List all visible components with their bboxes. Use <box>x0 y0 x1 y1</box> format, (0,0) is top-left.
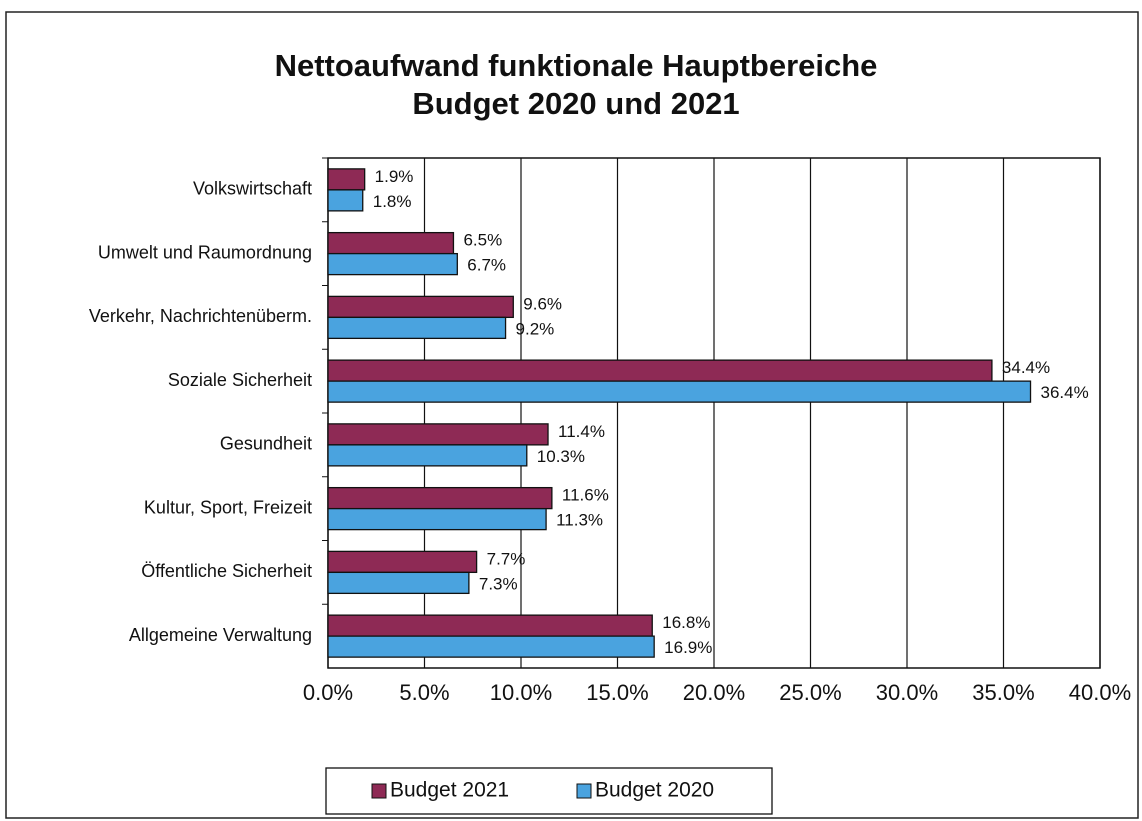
value-label: 16.9% <box>664 638 712 657</box>
chart-title: Budget 2020 und 2021 <box>412 86 739 121</box>
value-label: 9.6% <box>523 294 562 313</box>
legend-swatch <box>576 783 592 799</box>
bar <box>327 550 478 574</box>
x-tick-label: 5.0% <box>399 680 449 705</box>
y-tick-label: Allgemeine Verwaltung <box>129 625 312 645</box>
bar <box>327 231 455 255</box>
bar <box>327 359 993 382</box>
y-tick-label: Öffentliche Sicherheit <box>141 561 312 581</box>
value-label: 11.4% <box>558 422 605 441</box>
bar <box>327 614 653 637</box>
legend-box <box>325 767 773 815</box>
bar <box>327 380 1032 403</box>
bar <box>327 168 366 191</box>
y-tick-label: Umwelt und Raumordnung <box>98 242 312 262</box>
x-tick-label: 20.0% <box>683 680 745 705</box>
x-tick-label: 15.0% <box>586 680 648 705</box>
value-label: 36.4% <box>1041 383 1089 402</box>
chart-title: Nettoaufwand funktionale Hauptbereiche <box>275 48 878 83</box>
bar <box>327 507 547 531</box>
value-label: 9.2% <box>516 319 555 338</box>
x-tick-label: 25.0% <box>779 680 841 705</box>
value-label: 11.3% <box>556 511 603 530</box>
value-label: 10.3% <box>537 447 585 466</box>
x-tick-label: 0.0% <box>303 680 353 705</box>
bar <box>327 295 514 319</box>
value-label: 16.8% <box>662 613 710 632</box>
x-tick-label: 35.0% <box>972 680 1034 705</box>
value-label: 1.8% <box>373 192 412 211</box>
x-tick-label: 30.0% <box>876 680 938 705</box>
bar <box>327 423 549 446</box>
x-tick-label: 40.0% <box>1069 680 1131 705</box>
value-label: 11.6% <box>562 486 609 505</box>
value-label: 34.4% <box>1002 358 1050 377</box>
bar <box>327 444 528 467</box>
bar <box>327 252 458 276</box>
legend-label: Budget 2020 <box>595 779 714 802</box>
x-tick-label: 10.0% <box>490 680 552 705</box>
value-label: 1.9% <box>375 167 414 186</box>
y-tick-label: Soziale Sicherheit <box>168 370 312 390</box>
bar <box>327 189 364 212</box>
legend-label: Budget 2021 <box>390 779 509 802</box>
bar <box>327 635 655 658</box>
value-label: 6.5% <box>463 231 502 250</box>
y-tick-label: Kultur, Sport, Freizeit <box>144 497 312 517</box>
legend-swatch <box>371 783 387 799</box>
bar <box>327 571 470 595</box>
value-label: 7.7% <box>487 549 526 568</box>
bar <box>327 486 553 510</box>
bar <box>327 316 507 340</box>
y-tick-label: Volkswirtschaft <box>193 179 312 199</box>
value-label: 7.3% <box>479 574 518 593</box>
value-label: 6.7% <box>467 256 506 275</box>
y-tick-label: Gesundheit <box>220 434 312 454</box>
y-tick-label: Verkehr, Nachrichtenüberm. <box>89 306 312 326</box>
frame <box>5 11 1139 819</box>
